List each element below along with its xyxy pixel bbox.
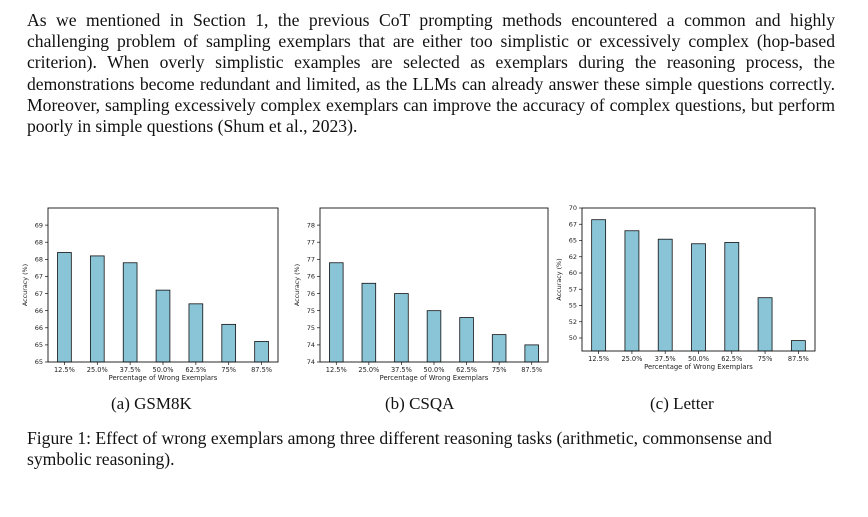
x-tick-label: 62.5% — [721, 355, 742, 363]
y-tick-label: 78 — [307, 221, 315, 229]
y-tick-label: 65 — [569, 237, 577, 245]
x-tick-label: 37.5% — [120, 366, 141, 374]
y-tick-label: 66 — [35, 324, 43, 332]
x-tick-label: 50.0% — [153, 366, 174, 374]
x-tick-label: 50.0% — [688, 355, 709, 363]
x-tick-label: 12.5% — [54, 366, 75, 374]
x-axis-label: Percentage of Wrong Exemplars — [109, 374, 218, 382]
bar — [691, 243, 706, 352]
y-tick-label: 60 — [569, 269, 577, 277]
y-tick-label: 74 — [307, 358, 315, 366]
bar — [524, 344, 539, 363]
y-tick-label: 52 — [569, 318, 577, 326]
y-axis-label: Accuracy (%) — [555, 258, 563, 300]
y-tick-label: 65 — [35, 358, 43, 366]
subcaption-csqa: (b) CSQA — [385, 394, 455, 413]
csqa-bar-chart: 12.5% 25.0% 37.5% 50.0% 62.5% 75% 87.5% 74 74 75 7… — [293, 207, 549, 382]
bar — [122, 262, 138, 363]
y-tick-label: 67 — [569, 220, 577, 228]
bar — [221, 323, 237, 363]
x-tick-label: 37.5% — [391, 366, 412, 374]
subcaption-gsm8k: (a) GSM8K — [111, 394, 192, 413]
bar — [155, 289, 171, 363]
x-tick-label: 87.5% — [521, 366, 542, 374]
y-axis-label: Accuracy (%) — [293, 264, 301, 306]
bar — [329, 262, 344, 363]
bar — [394, 293, 409, 363]
x-tick-label: 25.0% — [87, 366, 108, 374]
x-tick-label: 25.0% — [621, 355, 642, 363]
y-tick-label: 65 — [35, 341, 43, 349]
y-tick-label: 76 — [307, 290, 315, 298]
x-axis-label: Percentage of Wrong Exemplars — [380, 374, 489, 382]
y-tick-label: 50 — [569, 334, 577, 342]
bar — [188, 303, 204, 363]
x-tick-label: 12.5% — [588, 355, 609, 363]
bar — [361, 282, 377, 363]
x-tick-label: 75% — [492, 366, 507, 374]
y-tick-label: 57 — [569, 285, 577, 293]
bar — [491, 334, 507, 363]
y-tick-label: 75 — [307, 324, 315, 332]
x-tick-label: 25.0% — [358, 366, 379, 374]
intro-paragraph: As we mentioned in Section 1, the previo… — [27, 10, 835, 137]
x-tick-label: 12.5% — [326, 366, 347, 374]
y-tick-label: 67 — [35, 273, 43, 281]
y-tick-label: 74 — [307, 341, 315, 349]
x-tick-label: 50.0% — [424, 366, 445, 374]
y-tick-label: 55 — [569, 302, 577, 310]
y-tick-label: 68 — [35, 238, 43, 246]
y-tick-label: 77 — [307, 238, 315, 246]
y-tick-label: 75 — [307, 307, 315, 315]
bar — [57, 252, 72, 363]
x-tick-label: 87.5% — [251, 366, 272, 374]
x-tick-label: 62.5% — [456, 366, 477, 374]
bar — [426, 310, 442, 363]
bar — [724, 242, 740, 352]
gsm8k-bar-chart: 12.5% 25.0% 37.5% 50.0% 62.5% 75% 87.5% 65 65 66 6… — [21, 207, 279, 382]
x-axis-label: Percentage of Wrong Exemplars — [644, 363, 753, 371]
bar — [657, 238, 673, 352]
figure-caption: Figure 1: Effect of wrong exemplars amon… — [27, 428, 772, 470]
bar — [459, 317, 474, 363]
y-tick-label: 62 — [569, 253, 577, 261]
x-tick-label: 75% — [758, 355, 773, 363]
bar — [790, 340, 806, 352]
y-axis-label: Accuracy (%) — [21, 264, 29, 306]
bar — [591, 219, 607, 352]
y-tick-label: 69 — [35, 221, 43, 229]
x-tick-label: 62.5% — [185, 366, 206, 374]
x-tick-label: 37.5% — [655, 355, 676, 363]
y-tick-label: 66 — [35, 307, 43, 315]
y-tick-label: 67 — [35, 290, 43, 298]
bar — [89, 255, 105, 363]
y-tick-label: 70 — [569, 204, 577, 212]
y-tick-label: 76 — [307, 273, 315, 281]
y-tick-label: 68 — [35, 256, 43, 264]
bar — [757, 297, 773, 352]
subcaption-letter: (c) Letter — [650, 394, 714, 413]
bar — [254, 341, 269, 363]
letter-bar-chart: 12.5% 25.0% 37.5% 50.0% 62.5% 75% 87.5% 50 52 55 5… — [555, 204, 816, 371]
x-tick-label: 87.5% — [788, 355, 809, 363]
x-tick-label: 75% — [221, 366, 236, 374]
bar — [624, 230, 640, 352]
y-tick-label: 77 — [307, 256, 315, 264]
